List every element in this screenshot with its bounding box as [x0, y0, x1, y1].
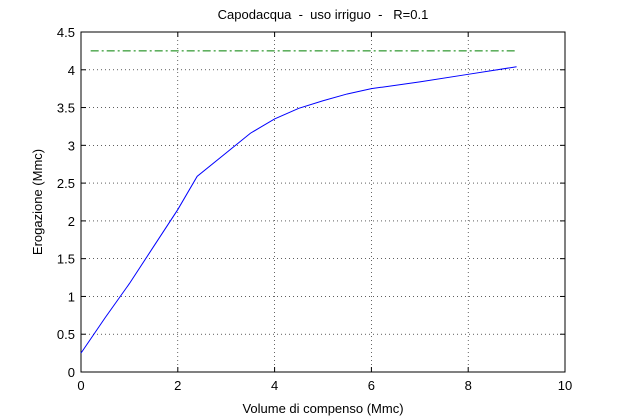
y-tick-label: 1 — [68, 289, 75, 304]
y-tick-label: 4 — [68, 63, 75, 78]
x-tick-label: 6 — [368, 378, 375, 393]
chart-title: Capodacqua - uso irriguo - R=0.1 — [218, 7, 429, 22]
y-axis-label: Erogazione (Mmc) — [30, 149, 45, 255]
y-tick-label: 2.5 — [57, 176, 75, 191]
y-tick-label: 3 — [68, 138, 75, 153]
x-tick-label: 10 — [558, 378, 572, 393]
y-tick-label: 0.5 — [57, 327, 75, 342]
y-tick-label: 0 — [68, 365, 75, 380]
x-tick-label: 0 — [77, 378, 84, 393]
y-tick-label: 1.5 — [57, 252, 75, 267]
x-tick-label: 2 — [174, 378, 181, 393]
plot-area — [81, 32, 565, 372]
axes-box — [80, 31, 566, 373]
y-tick-label: 2 — [68, 214, 75, 229]
x-tick-label: 4 — [271, 378, 278, 393]
y-tick-label: 4.5 — [57, 25, 75, 40]
x-axis-label: Volume di compenso (Mmc) — [242, 401, 403, 416]
x-tick-label: 8 — [465, 378, 472, 393]
y-tick-label: 3.5 — [57, 101, 75, 116]
data-line — [80, 66, 517, 354]
